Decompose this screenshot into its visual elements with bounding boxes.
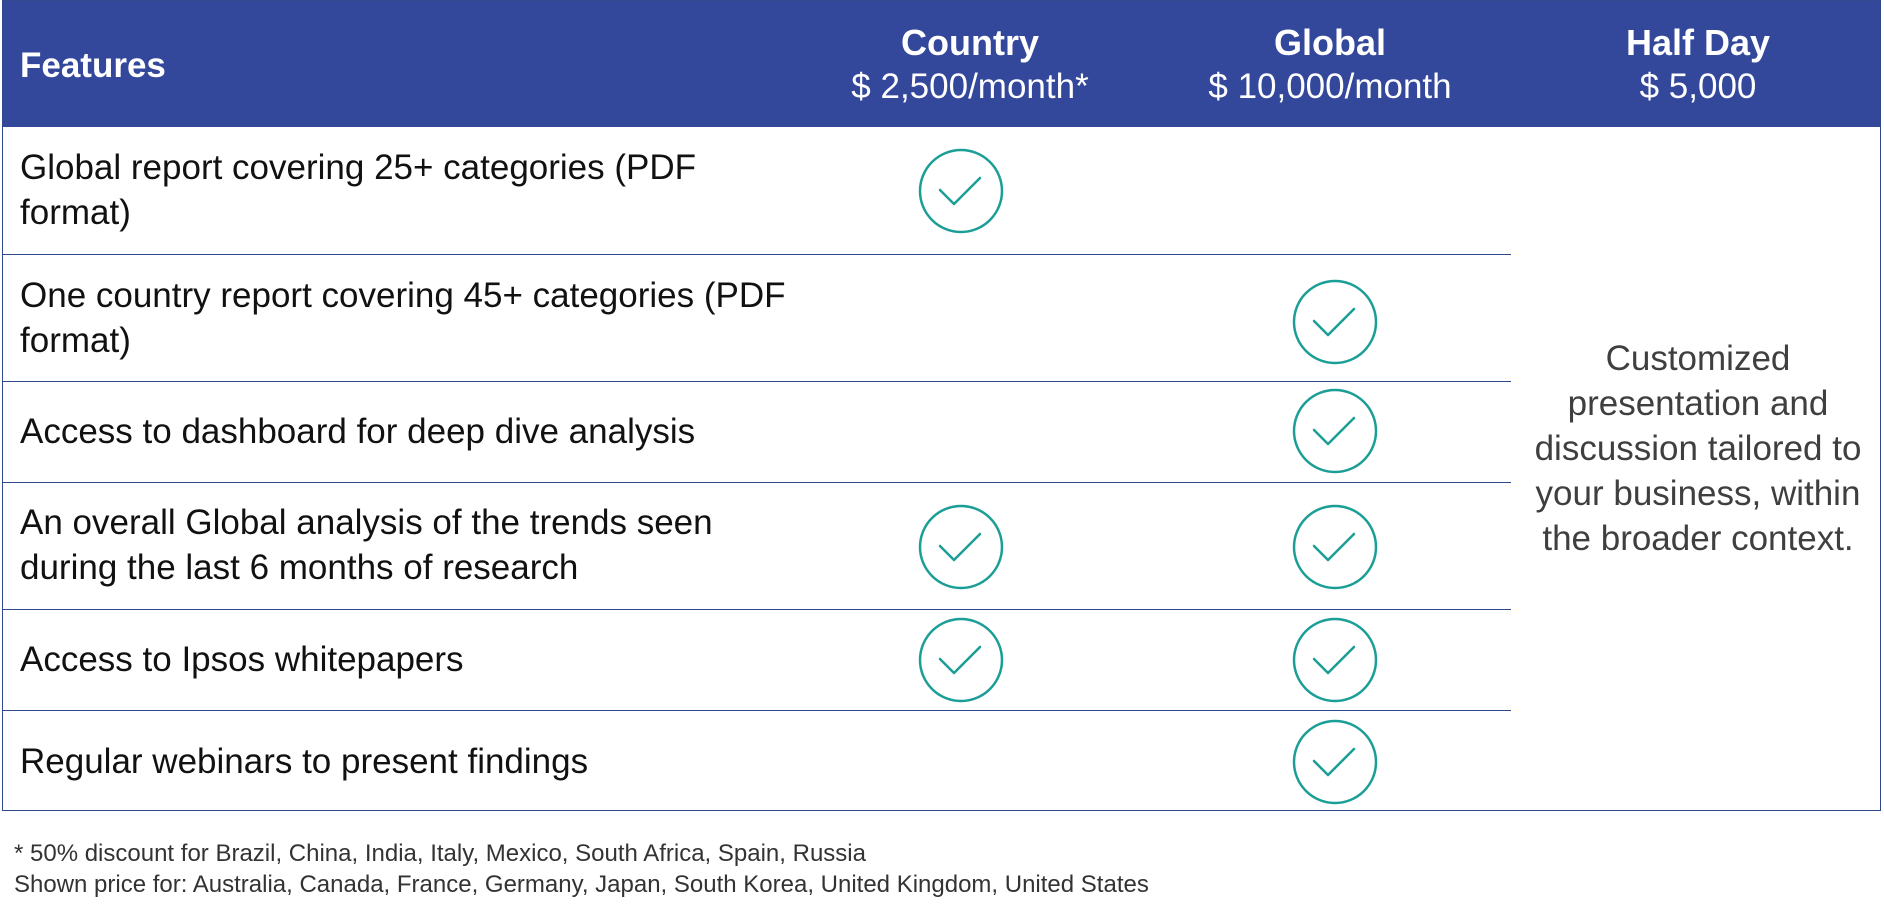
- check-circle-icon: [918, 504, 1004, 590]
- feature-label: Global report covering 25+ categories (P…: [20, 148, 697, 232]
- check-circle-icon: [1292, 388, 1378, 474]
- feature-row: Access to dashboard for deep dive analys…: [3, 382, 1511, 483]
- country-plan-header: Country $ 2,500/month*: [790, 21, 1150, 109]
- check-circle-icon: [1292, 504, 1378, 590]
- feature-row: One country report covering 45+ categori…: [3, 255, 1511, 382]
- features-header: Features: [20, 46, 166, 85]
- country-plan-price: $ 2,500/month*: [851, 67, 1089, 106]
- feature-label: Regular webinars to present findings: [20, 742, 589, 781]
- global-plan-price: $ 10,000/month: [1208, 67, 1452, 106]
- pricing-table: Features Country $ 2,500/month* Global $…: [2, 0, 1881, 811]
- feature-label: Access to dashboard for deep dive analys…: [20, 412, 696, 451]
- feature-row: Regular webinars to present findings: [3, 711, 1511, 810]
- feature-label: Access to Ipsos whitepapers: [20, 640, 464, 679]
- shown-price-footnote: Shown price for: Australia, Canada, Fran…: [14, 871, 1149, 898]
- check-circle-icon: [1292, 719, 1378, 805]
- check-circle-icon: [1292, 617, 1378, 703]
- country-plan-name: Country: [901, 22, 1039, 63]
- check-circle-icon: [918, 148, 1004, 234]
- half-day-plan-price: $ 5,000: [1639, 67, 1757, 106]
- global-plan-name: Global: [1273, 22, 1386, 63]
- half-day-plan-header: Half Day $ 5,000: [1518, 21, 1878, 109]
- feature-row: An overall Global analysis of the trends…: [3, 483, 1511, 610]
- feature-row: Access to Ipsos whitepapers: [3, 610, 1511, 711]
- feature-row: Global report covering 25+ categories (P…: [3, 127, 1511, 255]
- feature-label: An overall Global analysis of the trends…: [20, 503, 713, 587]
- half-day-plan-name: Half Day: [1625, 22, 1771, 63]
- table-header: Features Country $ 2,500/month* Global $…: [3, 1, 1880, 127]
- footnotes: * 50% discount for Brazil, China, India,…: [14, 838, 1149, 900]
- check-circle-icon: [1292, 279, 1378, 365]
- global-plan-header: Global $ 10,000/month: [1150, 21, 1510, 109]
- feature-label: One country report covering 45+ categori…: [20, 276, 786, 360]
- check-circle-icon: [918, 617, 1004, 703]
- half-day-description: Customized presentation and discussion t…: [1534, 339, 1862, 558]
- discount-footnote: * 50% discount for Brazil, China, India,…: [14, 840, 866, 867]
